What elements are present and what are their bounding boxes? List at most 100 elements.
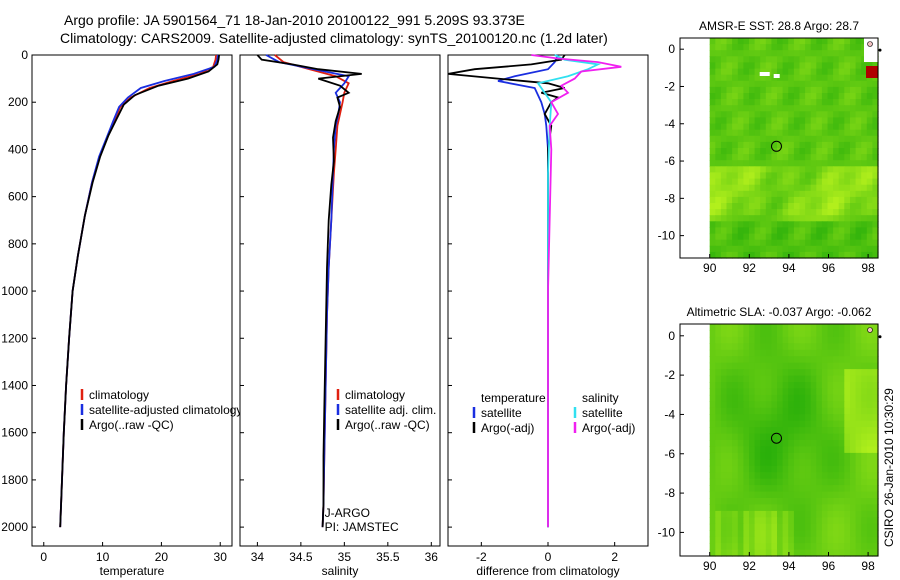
- sst-map-field-cell: [726, 80, 733, 88]
- sst-map-field-cell: [833, 62, 840, 70]
- sla-map-field-cell: [816, 356, 823, 364]
- sst-map-field-cell: [799, 86, 806, 94]
- sla-map-field-cell: [821, 510, 829, 518]
- sla-map-field-cell: [782, 401, 789, 409]
- sla-map-field-cell: [799, 427, 806, 435]
- sst-map-field-cell: [833, 251, 840, 259]
- sst-map-field-cell: [838, 80, 845, 88]
- sla-map-field-cell: [760, 349, 767, 357]
- sla-map-field-cell: [720, 401, 728, 409]
- sst-map-field-cell: [771, 86, 778, 94]
- sst-map-field-cell: [850, 135, 857, 143]
- sst-map-field-cell: [743, 160, 750, 167]
- sst-map-field-cell: [777, 166, 784, 173]
- sst-map-field-cell: [821, 251, 829, 259]
- sla-map-field-cell: [760, 433, 767, 441]
- sla-map-field-cell: [720, 375, 728, 383]
- sla-map-field-cell: [850, 394, 857, 402]
- sla-map-field-cell: [866, 465, 873, 473]
- sla-map-field-cell: [827, 549, 834, 557]
- sst-map-field-cell: [821, 129, 829, 137]
- sst-map-field-cell: [749, 80, 756, 88]
- sla-map-field-cell: [844, 427, 851, 435]
- sla-map-field-cell: [760, 330, 767, 338]
- sla-map-field-cell: [805, 472, 812, 480]
- sst-map-field-cell: [844, 74, 851, 82]
- sst-map-field-cell: [732, 209, 739, 216]
- sst-map-field-cell: [793, 166, 801, 173]
- sla-map-field-cell: [715, 330, 722, 338]
- sla-map-field-cell: [866, 440, 873, 447]
- sst-map-field-cell: [720, 172, 728, 180]
- sla-map-field-cell: [827, 517, 834, 525]
- sla-map-field-cell: [726, 330, 733, 338]
- sla-map-field-cell: [737, 349, 744, 357]
- sst-map-field-cell: [782, 80, 789, 88]
- sst-map-field-cell: [726, 251, 733, 259]
- sla-map-field-cell: [821, 414, 829, 422]
- sla-map-field-cell: [872, 465, 879, 473]
- sst-map-field-cell: [737, 166, 744, 173]
- sla-map-field-cell: [827, 465, 834, 473]
- sla-map-field-cell: [850, 343, 857, 351]
- sst-map-field-cell: [765, 44, 772, 51]
- sla-map-field-cell: [737, 407, 744, 415]
- sla-map-field-cell: [765, 324, 772, 331]
- sst-map-field-cell: [754, 93, 761, 100]
- sla-map-field-cell: [726, 401, 733, 409]
- sst-map-field-cell: [821, 74, 829, 82]
- temperature-legend-label: satellite-adjusted climatology: [89, 403, 242, 417]
- difference-xtick-label: -2: [476, 550, 487, 564]
- sla-map-field-cell: [771, 478, 778, 486]
- sst-map-field-cell: [720, 166, 728, 173]
- sla-map-field-cell: [855, 394, 862, 402]
- sla-map-field-cell: [732, 549, 739, 557]
- sla-map-field-cell: [743, 472, 750, 480]
- sla-map-field-cell: [850, 362, 857, 370]
- sst-map-field-cell: [810, 221, 817, 228]
- sla-map-field-cell: [833, 485, 840, 493]
- sst-map-field-cell: [715, 74, 722, 82]
- sst-map-field-cell: [799, 111, 806, 118]
- sla-map-field-cell: [788, 407, 795, 415]
- sla-map-field-cell: [799, 388, 806, 396]
- sst-map-field-cell: [732, 227, 739, 235]
- sla-map-field-cell: [743, 356, 750, 364]
- sst-map-field-cell: [838, 221, 845, 228]
- sla-map-field-cell: [709, 440, 716, 447]
- sst-map-field-cell: [732, 221, 739, 228]
- sla-map-field-cell: [861, 452, 868, 460]
- sla-map-field-cell: [833, 504, 840, 512]
- sla-map-field-cell: [844, 543, 851, 551]
- temperature-xlabel: temperature: [100, 564, 165, 578]
- sst-map-field-cell: [844, 86, 851, 94]
- sst-map-field-cell: [754, 80, 761, 88]
- sst-map-field-cell: [866, 86, 873, 94]
- sst-map-field-cell: [805, 50, 812, 57]
- sla-map-field-cell: [771, 324, 778, 331]
- sst-map-field-cell: [816, 203, 823, 210]
- sst-map-field-cell: [777, 99, 784, 106]
- sst-map-field-cell: [782, 209, 789, 216]
- sst-map-field-cell: [726, 93, 733, 100]
- sla-map-field-cell: [816, 459, 823, 467]
- sst-map-field-cell: [754, 135, 761, 143]
- sla-map-field-cell: [782, 459, 789, 467]
- sst-map-field-cell: [771, 245, 778, 253]
- sla-map-field-cell: [855, 433, 862, 441]
- sst-map-field-cell: [799, 148, 806, 155]
- sla-map-field-cell: [737, 388, 744, 396]
- sst-map-field-cell: [782, 221, 789, 228]
- sst-map-field-cell: [720, 50, 728, 57]
- sst-map-xtick-label: 98: [861, 261, 875, 275]
- sla-map-field-cell: [838, 440, 845, 447]
- sst-map-field-cell: [743, 184, 750, 192]
- difference-legend-label: satellite: [481, 406, 522, 420]
- sla-map-field-cell: [720, 498, 728, 505]
- sst-map-field-cell: [760, 215, 767, 222]
- sla-map-field-cell: [855, 414, 862, 422]
- sst-map-field-cell: [861, 190, 868, 198]
- sst-map-field-cell: [749, 203, 756, 210]
- sst-map-field-cell: [861, 184, 868, 192]
- sst-map-field-cell: [872, 166, 879, 173]
